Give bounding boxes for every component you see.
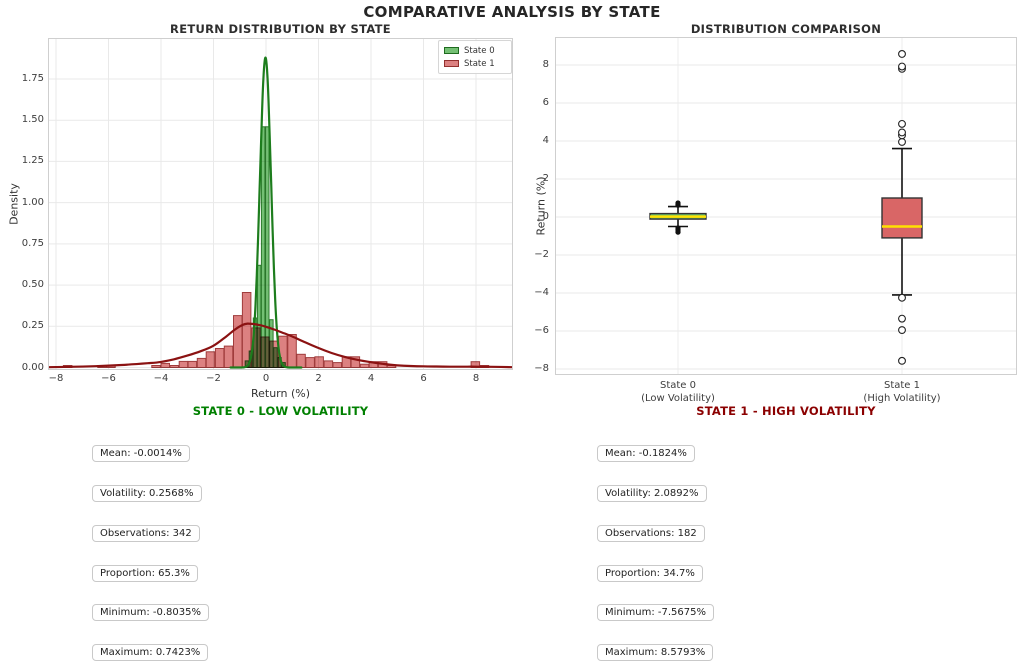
histogram-plot-area [48, 38, 513, 370]
flier [898, 137, 906, 146]
hist-ytick: 0.00 [21, 361, 44, 373]
box-plot-area [555, 37, 1017, 375]
hist-ytick: 0.50 [21, 279, 44, 291]
flier [898, 119, 906, 128]
legend-row-state1: State 1 [444, 57, 506, 70]
hist-bar [350, 356, 361, 368]
hist-spine [48, 38, 513, 370]
hist-ytick: 1.25 [21, 155, 44, 167]
stat-box: Mean: -0.1824% [597, 445, 695, 462]
hist-bar [269, 319, 274, 369]
hist-xaxis-label: Return (%) [250, 387, 311, 400]
stat-box: Maximum: 8.5793% [597, 644, 714, 661]
box-plot-title: DISTRIBUTION COMPARISON [690, 22, 882, 36]
hist-bar [205, 351, 216, 368]
flier [898, 62, 906, 71]
stat-box: Mean: -0.0014% [92, 445, 190, 462]
box-category-label: State 0 (Low Volatility) [641, 380, 715, 404]
hist-xtick: 0 [262, 373, 270, 384]
kde-curve-state0 [229, 56, 303, 369]
stat-box: Proportion: 34.7% [597, 565, 703, 582]
hist-bar [323, 360, 334, 368]
hist-bar [260, 126, 266, 368]
hist-bar [187, 360, 198, 368]
hist-ytick: 0.75 [21, 237, 44, 249]
hist-xtick: 8 [472, 373, 480, 384]
legend: State 0 State 1 [438, 40, 512, 74]
hist-bar [305, 357, 315, 369]
box-ytick: −2 [534, 249, 549, 260]
hist-xtick: 2 [315, 373, 322, 384]
flier [675, 229, 681, 235]
hist-bars-state0 [244, 126, 286, 369]
kde-curve-state1 [48, 322, 513, 369]
state1-legend-swatch [444, 60, 459, 67]
flier [898, 128, 906, 137]
state1-stats-header: STATE 1 - HIGH VOLATILITY [696, 404, 876, 418]
hist-xtick: −4 [153, 373, 169, 384]
box-ytick: 4 [542, 135, 549, 146]
stat-box: Minimum: -0.8035% [92, 604, 209, 621]
state0-legend-label: State 0 [464, 45, 495, 56]
box-ytick: 6 [542, 97, 549, 108]
stat-box: Observations: 182 [597, 525, 705, 542]
flier [898, 356, 906, 365]
box-yaxis-label: Return (%) [534, 176, 548, 236]
hist-bar [178, 360, 189, 368]
hist-bar [296, 353, 306, 368]
stat-box: Volatility: 0.2568% [92, 485, 202, 502]
box-spine [555, 37, 1017, 375]
hist-bar [223, 345, 234, 369]
figure-title: COMPARATIVE ANALYSIS BY STATE [363, 3, 661, 21]
flier [675, 200, 681, 206]
hist-ytick: 1.75 [21, 73, 44, 84]
flier [898, 293, 906, 302]
box-category-label: State 1 (High Volatility) [863, 380, 941, 404]
box-ytick: −8 [534, 363, 549, 374]
hist-bar [233, 315, 243, 369]
stat-box: Proportion: 65.3% [92, 565, 198, 582]
hist-ytick: 1.00 [21, 196, 44, 208]
box-ytick: −6 [534, 325, 549, 336]
box-ytick: 2 [542, 173, 549, 184]
hist-plot-title: RETURN DISTRIBUTION BY STATE [170, 22, 391, 36]
flier [898, 50, 906, 58]
box-ytick: 8 [542, 59, 549, 70]
hist-xtick: 6 [420, 373, 427, 384]
hist-bar [256, 264, 262, 368]
hist-ytick: 1.50 [21, 114, 44, 126]
hist-bar [214, 348, 225, 368]
stat-box: Volatility: 2.0892% [597, 485, 707, 502]
flier [898, 326, 906, 334]
state1-legend-label: State 1 [464, 58, 495, 69]
flier [898, 314, 906, 323]
hist-xtick: 4 [367, 373, 375, 384]
box-ytick: −4 [534, 287, 549, 298]
hist-bar [169, 365, 179, 368]
state0-legend-swatch [444, 47, 459, 54]
hist-bar [160, 362, 170, 368]
hist-bar [314, 356, 324, 368]
stat-box: Maximum: 0.7423% [92, 644, 209, 661]
hist-bar [196, 357, 207, 368]
state0-stats-header: STATE 0 - LOW VOLATILITY [192, 404, 369, 418]
hist-bar [151, 365, 161, 368]
hist-xtick: −2 [206, 373, 221, 384]
hist-xtick: −8 [48, 373, 64, 384]
box-1 [881, 50, 923, 365]
legend-row-state0: State 0 [444, 44, 506, 57]
stat-box: Minimum: -7.5675% [597, 604, 714, 621]
hist-xtick: −6 [101, 373, 116, 384]
hist-bar [332, 362, 342, 369]
hist-bar [265, 126, 270, 368]
hist-ytick: 0.25 [21, 320, 44, 332]
box-ytick: 0 [542, 211, 549, 222]
stat-box: Observations: 342 [92, 525, 200, 542]
hist-bar [287, 334, 297, 368]
box-0 [649, 200, 707, 235]
hist-bar [359, 363, 370, 369]
box-rect [881, 197, 923, 239]
hist-bar [273, 347, 278, 369]
